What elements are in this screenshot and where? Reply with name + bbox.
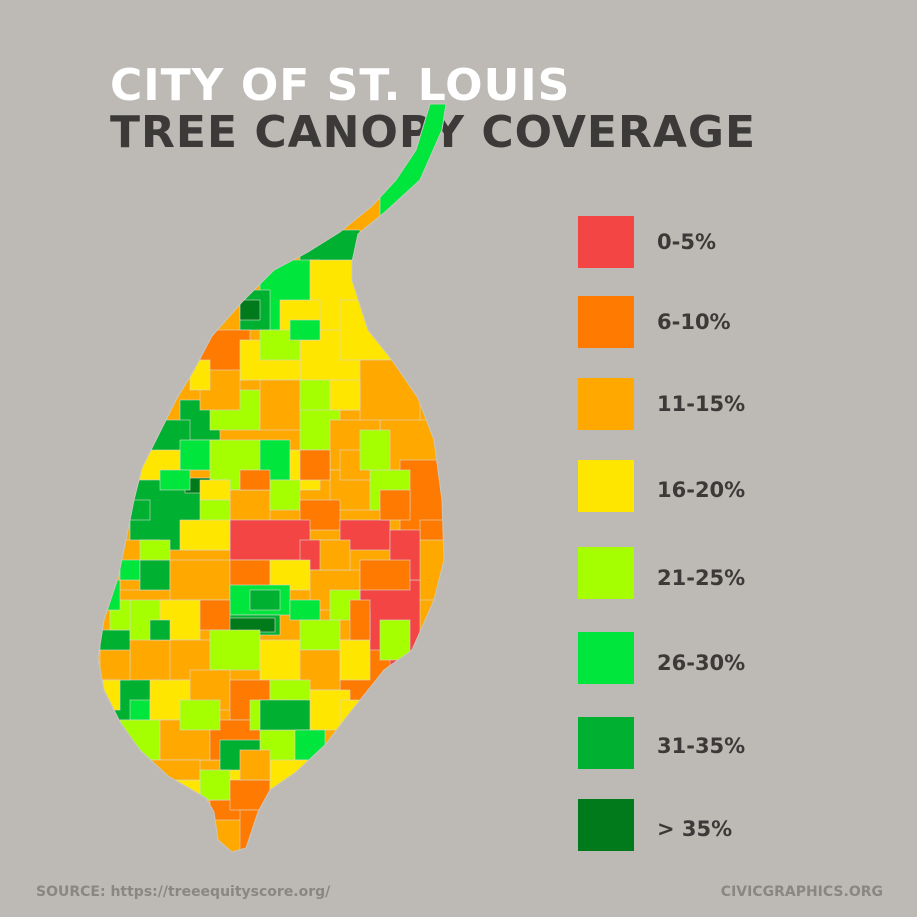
map-tract xyxy=(359,559,411,591)
map-tract xyxy=(379,104,446,221)
map-tract xyxy=(179,439,211,471)
map-tract xyxy=(99,579,121,611)
map-tract xyxy=(269,479,301,511)
map-tract xyxy=(129,699,151,721)
legend-label-26-30: 26-30% xyxy=(657,651,746,675)
legend-label-0-5: 0-5% xyxy=(657,230,716,254)
map-tract xyxy=(209,629,261,671)
legend-swatch-16-20 xyxy=(578,460,634,512)
map-tract xyxy=(359,429,391,471)
legend-label-31-35: 31-35% xyxy=(657,734,746,758)
legend-label-16-20: 16-20% xyxy=(657,478,746,502)
legend-swatch-11-15 xyxy=(578,378,634,430)
map-tract xyxy=(199,479,231,501)
map-tract xyxy=(229,779,271,811)
map-tract xyxy=(329,379,361,411)
map-tract xyxy=(239,749,271,781)
map-tract xyxy=(339,299,391,361)
map-tract xyxy=(289,599,321,621)
map-tract xyxy=(239,809,281,851)
title-line-1: CITY OF ST. LOUIS xyxy=(110,60,571,111)
map-tract xyxy=(159,779,201,811)
map-tract xyxy=(259,639,301,681)
legend-label-6-10: 6-10% xyxy=(657,310,731,334)
legend-swatch-26-30 xyxy=(578,632,634,684)
map-tract xyxy=(199,599,231,631)
map-tract xyxy=(359,359,421,431)
map-tract xyxy=(339,639,371,681)
map-tract xyxy=(249,589,281,611)
map-tract xyxy=(179,519,231,551)
map-tract xyxy=(299,449,331,481)
map-tract xyxy=(229,519,311,561)
map-tract xyxy=(339,699,381,731)
map-tract xyxy=(379,619,411,661)
legend-swatch-31-35 xyxy=(578,717,634,769)
map-tract xyxy=(239,469,271,491)
map-tract xyxy=(139,559,171,591)
legend-label-21-25: 21-25% xyxy=(657,566,746,590)
map-tract xyxy=(289,319,321,341)
legend-swatch-over-35 xyxy=(578,799,634,851)
map-tract xyxy=(299,619,341,651)
legend-swatch-21-25 xyxy=(578,547,634,599)
map-tract xyxy=(159,469,191,491)
legend-swatch-0-5 xyxy=(578,216,634,268)
legend-label-11-15: 11-15% xyxy=(657,392,746,416)
map-tract xyxy=(239,299,261,321)
map-tract xyxy=(319,539,351,571)
map-tract xyxy=(149,619,171,641)
map-tract xyxy=(294,729,326,761)
map-tract xyxy=(349,599,371,641)
legend-swatch-6-10 xyxy=(578,296,634,348)
credit-link[interactable]: CIVICGRAPHICS.ORG xyxy=(720,884,883,900)
map-tract xyxy=(299,649,341,691)
map-tract xyxy=(379,489,411,521)
legend-label-over-35: > 35% xyxy=(657,817,733,841)
map-tract xyxy=(99,649,131,681)
source-note: SOURCE: https://treeequityscore.org/ xyxy=(36,884,331,900)
map-tract xyxy=(179,699,221,731)
map-tract xyxy=(169,559,231,601)
map-tract xyxy=(139,539,171,561)
map-tract xyxy=(259,699,311,731)
map-tract xyxy=(119,559,141,581)
map-tract xyxy=(269,759,311,801)
map-tract xyxy=(199,769,231,801)
map-tract xyxy=(189,359,211,391)
